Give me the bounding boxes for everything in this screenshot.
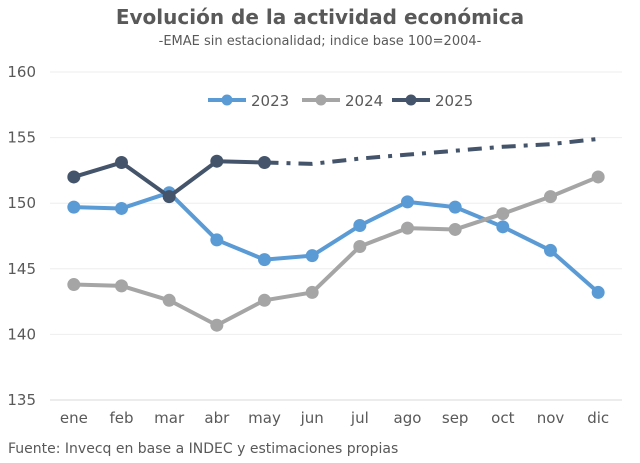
legend-swatch-marker (221, 94, 233, 106)
y-axis: 135 140 145 150 155 160 (7, 63, 36, 409)
legend-label: 2023 (251, 92, 289, 110)
chart-title: Evolución de la actividad económica (115, 5, 525, 29)
series-2025-point (258, 156, 271, 170)
series-2025-projection-line (264, 136, 599, 166)
series-2024-point (496, 207, 510, 221)
series-2024-point (401, 221, 414, 235)
series-2024-point (544, 190, 557, 204)
series-2023-point (353, 219, 367, 233)
series-2023-point (305, 249, 319, 263)
series-2023-point (496, 220, 510, 234)
x-axis: ene feb mar abr may jun jul ago sep oct nov dic (60, 409, 609, 427)
legend: 2023 2024 2025 (208, 92, 473, 110)
y-tick-label: 145 (7, 260, 36, 278)
series-2024-point (258, 293, 271, 307)
series-2024-point (448, 222, 462, 236)
series-2023-point (544, 243, 557, 257)
x-tick-label: dic (587, 409, 609, 427)
series-2024-point (591, 170, 605, 184)
series-2025-point (210, 154, 224, 168)
x-tick-label: nov (537, 409, 565, 427)
chart-subtitle: -EMAE sin estacionalidad; indice base 10… (158, 34, 482, 49)
y-tick-label: 140 (7, 325, 36, 343)
x-tick-label: may (248, 409, 281, 427)
series-2024-point (210, 318, 224, 332)
x-tick-label: jun (300, 409, 324, 427)
series-2024-point (353, 239, 367, 253)
x-tick-label: abr (204, 409, 230, 427)
x-tick-label: jul (350, 409, 369, 427)
legend-label: 2024 (345, 92, 383, 110)
legend-swatch-marker (405, 94, 417, 106)
series-2025-point (162, 190, 176, 204)
series-2024-point (162, 293, 176, 307)
grid-lines (50, 71, 622, 401)
series-2023-point (258, 253, 271, 267)
y-tick-label: 160 (7, 63, 36, 81)
series-2024-point (67, 278, 81, 292)
series-lines (67, 136, 605, 332)
x-tick-label: oct (491, 409, 514, 427)
series-2024-point (115, 279, 128, 293)
series-2023-point (210, 233, 224, 247)
legend-label: 2025 (435, 92, 473, 110)
y-tick-label: 135 (7, 391, 36, 409)
series-2025-point (67, 170, 81, 184)
y-tick-label: 150 (7, 194, 36, 212)
series-2023-point (448, 200, 462, 214)
x-tick-label: ene (60, 409, 88, 427)
series-2023-point (115, 201, 128, 215)
series-2024-point (305, 285, 319, 299)
series-2025-point (115, 156, 128, 170)
legend-swatch-marker (315, 94, 327, 106)
x-tick-label: feb (109, 409, 133, 427)
x-tick-label: sep (442, 409, 469, 427)
series-2023-line (73, 190, 600, 294)
x-tick-label: mar (154, 409, 185, 427)
series-2023-point (401, 195, 414, 209)
y-tick-label: 155 (7, 129, 36, 147)
series-2024-line (73, 175, 599, 328)
series-2023-point (591, 285, 605, 299)
source-note: Fuente: Invecq en base a INDEC y estimac… (8, 441, 399, 457)
x-tick-label: ago (394, 409, 422, 427)
series-2023-point (67, 200, 81, 214)
